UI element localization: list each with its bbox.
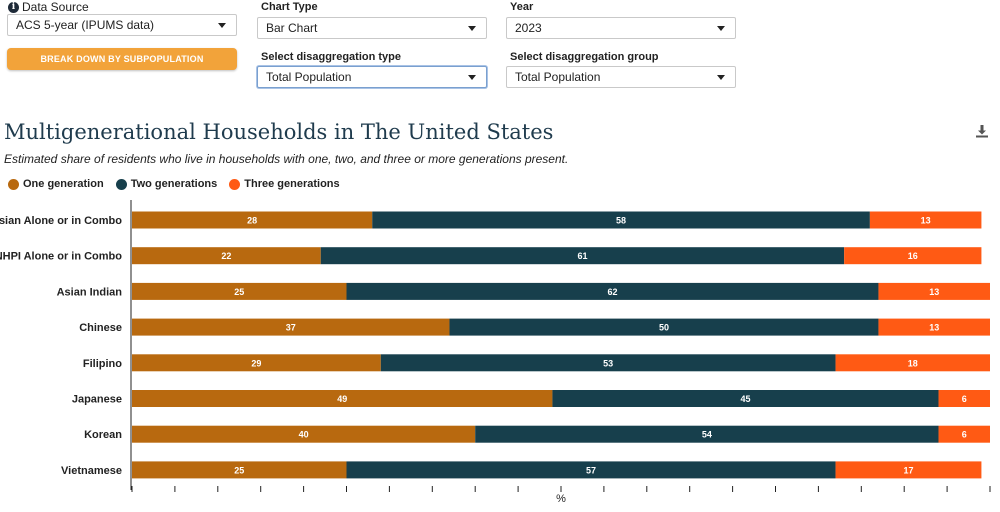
- year-select[interactable]: 2023: [506, 17, 736, 39]
- data-label-one-generation: 29: [251, 358, 261, 368]
- data-label-one-generation: 49: [337, 394, 347, 404]
- bar-segment-three-generations: [878, 282, 990, 300]
- legend-dot-three-generations: [229, 178, 241, 190]
- legend-dot-two-generations: [115, 178, 127, 190]
- chevron-down-icon: [468, 26, 476, 31]
- data-label-one-generation: 22: [221, 251, 231, 261]
- data-label-two-generations: 62: [607, 287, 617, 297]
- bar-segment-two-generations: [346, 461, 836, 479]
- disaggregation-type-select[interactable]: Total Population: [257, 66, 487, 88]
- data-label-two-generations: 53: [603, 358, 613, 368]
- bar-segment-one-generation: [132, 354, 381, 372]
- bar-segment-three-generations: [844, 247, 982, 265]
- data-label-two-generations: 58: [616, 216, 626, 226]
- legend-label-three-generations: Three generations: [244, 178, 340, 190]
- year-value: 2023: [515, 21, 542, 35]
- data-label-three-generations: 18: [908, 358, 918, 368]
- data-label-three-generations: 13: [929, 323, 939, 333]
- y-tick-label: Vietnamese: [61, 465, 122, 477]
- data-label-one-generation: 25: [234, 465, 244, 475]
- data-label-two-generations: 54: [702, 430, 712, 440]
- chevron-down-icon: [468, 75, 476, 80]
- data-label-three-generations: 13: [921, 216, 931, 226]
- data-label-one-generation: 37: [286, 323, 296, 333]
- data-source-value: ACS 5-year (IPUMS data): [16, 18, 155, 32]
- disaggregation-group-select[interactable]: Total Population: [506, 66, 736, 88]
- bar-segment-three-generations: [835, 354, 990, 372]
- chart-type-value: Bar Chart: [266, 21, 318, 35]
- bar-segment-two-generations: [552, 390, 939, 407]
- chevron-down-icon: [218, 23, 226, 28]
- chevron-down-icon: [717, 26, 725, 31]
- bar-segment-two-generations: [449, 318, 879, 336]
- data-label-three-generations: 13: [929, 287, 939, 297]
- legend-label-two-generations: Two generations: [130, 178, 218, 190]
- bar-segment-one-generation: [132, 247, 321, 265]
- bar-segment-one-generation: [132, 425, 476, 443]
- chevron-down-icon: [717, 75, 725, 80]
- bar-segment-three-generations: [835, 461, 982, 479]
- disaggregation-group-label: Select disaggregation group: [510, 51, 659, 63]
- disaggregation-type-label: Select disaggregation type: [261, 51, 401, 63]
- info-icon[interactable]: i: [8, 1, 19, 13]
- data-label-three-generations: 6: [962, 394, 967, 404]
- bar-segment-one-generation: [132, 390, 553, 407]
- chart-type-label: Chart Type: [261, 1, 318, 13]
- bar-segment-one-generation: [132, 318, 450, 336]
- bar-segment-three-generations: [869, 211, 982, 229]
- chart-legend: One generation Two generations Three gen…: [8, 178, 340, 190]
- bar-segment-three-generations: [878, 318, 990, 336]
- download-icon[interactable]: [975, 124, 989, 138]
- chart-type-select[interactable]: Bar Chart: [257, 17, 487, 39]
- data-label-two-generations: 57: [586, 465, 596, 475]
- y-tick-label: Japanese: [72, 394, 122, 406]
- legend-item-two-generations[interactable]: Two generations: [115, 178, 218, 190]
- data-source-select[interactable]: ACS 5-year (IPUMS data): [7, 14, 237, 36]
- data-label-one-generation: 25: [234, 287, 244, 297]
- legend-dot-one-generation: [8, 178, 19, 190]
- year-label: Year: [510, 1, 534, 13]
- data-label-one-generation: 28: [247, 216, 257, 226]
- bar-segment-three-generations: [938, 425, 990, 443]
- data-label-two-generations: 61: [577, 251, 587, 261]
- y-tick-label: Asian Alone or in Combo: [0, 215, 122, 227]
- bar-segment-one-generation: [132, 461, 347, 479]
- y-tick-label: Filipino: [83, 358, 122, 370]
- data-label-three-generations: 6: [962, 430, 967, 440]
- legend-item-one-generation[interactable]: One generation: [8, 178, 104, 190]
- bar-segment-two-generations: [346, 282, 879, 300]
- y-tick-label: Asian Indian: [57, 286, 123, 298]
- bar-segment-two-generations: [320, 247, 845, 265]
- data-label-one-generation: 40: [299, 430, 309, 440]
- data-label-three-generations: 16: [908, 251, 918, 261]
- bar-segment-two-generations: [475, 425, 939, 443]
- chart-title: Multigenerational Households in The Unit…: [4, 120, 554, 144]
- break-down-by-subpopulation-button[interactable]: BREAK DOWN BY SUBPOPULATION: [7, 48, 237, 70]
- legend-item-three-generations[interactable]: Three generations: [229, 178, 340, 190]
- data-source-label-text: Data Source: [22, 0, 89, 14]
- y-tick-label: Korean: [84, 429, 122, 441]
- stacked-bar-chart: Asian Alone or in Combo 28 58 13 NHPI Alone …: [0, 200, 991, 505]
- data-label-two-generations: 45: [740, 394, 750, 404]
- data-label-three-generations: 17: [903, 465, 913, 475]
- disaggregation-group-value: Total Population: [515, 70, 601, 84]
- bar-segment-two-generations: [380, 354, 836, 372]
- y-tick-label: NHPI Alone or in Combo: [0, 251, 122, 263]
- data-source-label: i Data Source: [8, 0, 89, 14]
- x-axis-label: %: [556, 493, 566, 505]
- bar-segment-one-generation: [132, 211, 373, 229]
- y-tick-label: Chinese: [79, 322, 122, 334]
- data-label-two-generations: 50: [659, 323, 669, 333]
- chart-subtitle: Estimated share of residents who live in…: [4, 152, 569, 166]
- bar-segment-two-generations: [372, 211, 870, 229]
- bar-segment-one-generation: [132, 282, 347, 300]
- disaggregation-type-value: Total Population: [266, 70, 352, 84]
- legend-label-one-generation: One generation: [23, 178, 104, 190]
- bar-segment-three-generations: [938, 390, 990, 407]
